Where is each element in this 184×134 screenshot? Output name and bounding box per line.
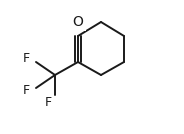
Text: F: F [45, 96, 52, 109]
Text: O: O [72, 15, 83, 29]
Text: F: F [22, 51, 30, 64]
Text: F: F [22, 83, 30, 96]
